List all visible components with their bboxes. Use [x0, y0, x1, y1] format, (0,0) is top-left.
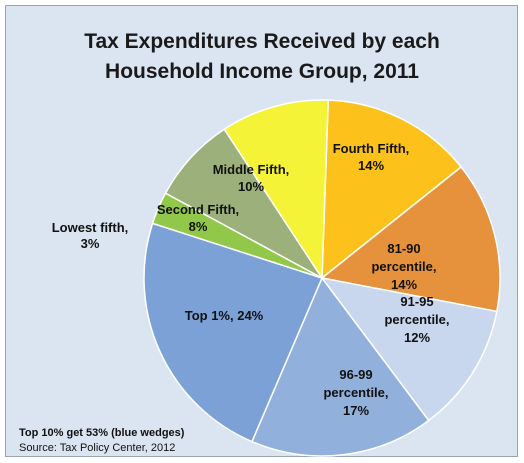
chart-note: Top 10% get 53% (blue wedges)	[19, 427, 185, 439]
slice-label-line: percentile,	[384, 312, 449, 327]
slice-label-line: 96-99	[339, 367, 372, 382]
slice-label: 91-95 percentile, 12%	[384, 294, 449, 345]
pie-slice	[321, 99, 463, 280]
pie-slice	[320, 165, 501, 313]
slice-label-line: 81-90	[387, 241, 420, 256]
slice-label: Lowest fifth, 3%	[52, 220, 129, 251]
pie-chart: Tax Expenditures Received by each Househ…	[19, 30, 501, 457]
slice-label: Fourth Fifth, 14%	[333, 141, 410, 173]
slice-label-line: 3%	[81, 236, 100, 251]
slice-label: 81-90 percentile, 14%	[371, 241, 436, 292]
slice-label: Top 1%, 24%	[185, 308, 264, 323]
slice-label-line: 10%	[238, 179, 264, 194]
pie-slice	[143, 222, 324, 443]
slice-label: 96-99 percentile, 17%	[323, 367, 388, 418]
slice-label-line: percentile,	[323, 385, 388, 400]
slice-label-line: Second Fifth,	[157, 202, 239, 217]
slice-label: Second Fifth, 8%	[157, 202, 239, 234]
slice-label-line: 14%	[358, 158, 384, 173]
pie-slice	[223, 99, 329, 281]
slice-label-line: 14%	[391, 277, 417, 292]
chart-title-line-2: Household Income Group, 2011	[105, 60, 419, 83]
slice-label-line: percentile,	[371, 259, 436, 274]
pie-slice	[320, 276, 498, 422]
slice-label-line: Fourth Fifth,	[333, 141, 410, 156]
slice-label-line: Middle Fifth,	[213, 162, 290, 177]
slice-labels: Fourth Fifth, 14% 81-90 percentile, 14% 91-95…	[52, 141, 450, 418]
chart-area: Tax Expenditures Received by each Househ…	[5, 5, 518, 457]
slice-label-line: Top 1%, 24%	[185, 308, 264, 323]
slice-label-line: Lowest fifth,	[52, 220, 129, 235]
slice-label-line: 12%	[404, 330, 430, 345]
chart-title-line-1: Tax Expenditures Received by each	[84, 30, 440, 53]
slice-label-line: 17%	[343, 403, 369, 418]
slice-label-line: 8%	[189, 219, 208, 234]
slice-label-line: 91-95	[400, 294, 433, 309]
chart-source: Source: Tax Policy Center, 2012	[19, 442, 175, 454]
pie-slice	[250, 276, 430, 457]
slice-label: Middle Fifth, 10%	[213, 162, 290, 194]
pie-slices	[143, 99, 501, 457]
